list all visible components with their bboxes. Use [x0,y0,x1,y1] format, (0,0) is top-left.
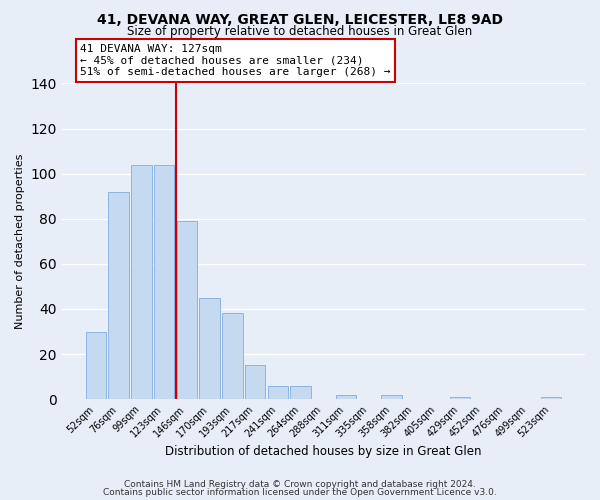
Bar [222,314,242,399]
Bar [268,386,288,399]
Bar [131,164,152,399]
Bar [382,394,402,399]
Y-axis label: Number of detached properties: Number of detached properties [15,154,25,329]
Text: Contains public sector information licensed under the Open Government Licence v3: Contains public sector information licen… [103,488,497,497]
Bar [176,221,197,399]
Bar [109,192,129,399]
X-axis label: Distribution of detached houses by size in Great Glen: Distribution of detached houses by size … [165,444,482,458]
Text: Size of property relative to detached houses in Great Glen: Size of property relative to detached ho… [127,25,473,38]
Bar [245,366,265,399]
Bar [199,298,220,399]
Bar [154,164,175,399]
Text: 41 DEVANA WAY: 127sqm
← 45% of detached houses are smaller (234)
51% of semi-det: 41 DEVANA WAY: 127sqm ← 45% of detached … [80,44,391,77]
Text: Contains HM Land Registry data © Crown copyright and database right 2024.: Contains HM Land Registry data © Crown c… [124,480,476,489]
Text: 41, DEVANA WAY, GREAT GLEN, LEICESTER, LE8 9AD: 41, DEVANA WAY, GREAT GLEN, LEICESTER, L… [97,12,503,26]
Bar [86,332,106,399]
Bar [541,397,561,399]
Bar [336,394,356,399]
Bar [290,386,311,399]
Bar [450,397,470,399]
